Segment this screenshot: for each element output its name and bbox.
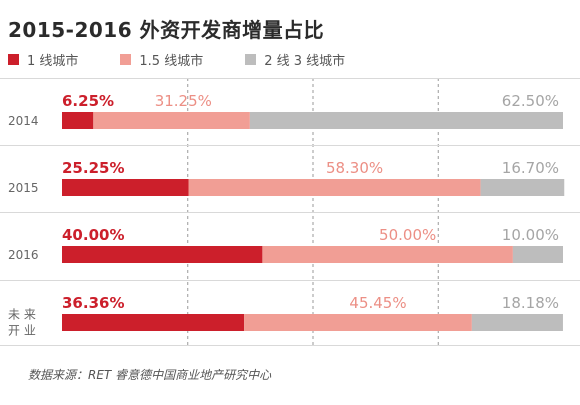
bar-segment [471,314,563,331]
legend-label-tier1: 1 线城市 [27,53,79,69]
legend-swatch-tier1-5 [120,53,132,65]
legend-swatch-tier1 [8,53,19,65]
data-label: 40.00% [62,226,124,244]
chart-title: 2015-2016 外资开发商增量占比 [8,18,325,42]
data-label: 50.00% [379,226,436,244]
data-label: 31.25% [155,92,212,110]
legend-item-tier1: 1 线城市 [8,50,78,69]
data-label: 45.45% [349,294,406,312]
legend-label-tier2-3: 2 线 3 线城市 [264,53,346,69]
category-label: 2015 [8,181,39,195]
data-label: 16.70% [502,159,559,177]
bar-segment [93,112,250,129]
legend: 1 线城市 1.5 线城市 2 线 3 线城市 [8,50,387,69]
bar-segment [62,179,189,196]
source-note: 数据来源：RET 睿意德中国商业地产研究中心 [28,368,272,382]
legend-label-tier1-5: 1.5 线城市 [139,53,204,69]
bar-segment [62,246,263,263]
legend-item-tier2-3: 2 线 3 线城市 [245,50,345,69]
data-label: 6.25% [62,92,114,110]
category-label: 2014 [8,114,39,128]
bar-segment [244,314,472,331]
bar-segment [480,179,565,196]
data-label: 10.00% [502,226,559,244]
category-label: 开 业 [8,324,36,338]
bar-segment [62,112,94,129]
legend-swatch-tier2-3 [245,53,257,65]
legend-item-tier1-5: 1.5 线城市 [120,50,203,69]
data-label: 18.18% [502,294,559,312]
data-label: 62.50% [502,92,559,110]
bar-segment [62,314,245,331]
bar-segment [249,112,563,129]
bar-segment [512,246,563,263]
data-label: 25.25% [62,159,124,177]
category-label: 未 来 [8,308,36,322]
data-label: 36.36% [62,294,124,312]
bar-segment [188,179,481,196]
category-label: 2016 [8,248,39,262]
bar-segment [262,246,513,263]
data-label: 58.30% [326,159,383,177]
